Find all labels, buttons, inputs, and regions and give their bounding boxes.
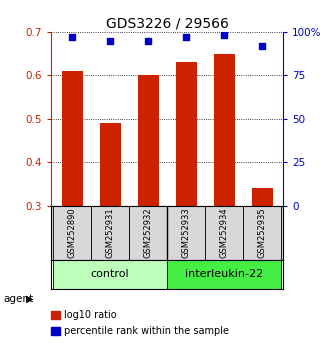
Title: GDS3226 / 29566: GDS3226 / 29566 — [106, 17, 229, 31]
Bar — [100, 123, 120, 206]
Text: control: control — [91, 269, 129, 279]
Text: log10 ratio: log10 ratio — [64, 310, 116, 320]
Bar — [205, 206, 243, 259]
Bar — [53, 259, 167, 289]
Bar — [129, 206, 167, 259]
Text: GSM252934: GSM252934 — [220, 207, 229, 258]
Bar — [167, 206, 205, 259]
Point — [183, 34, 189, 40]
Bar — [62, 71, 83, 206]
Text: GSM252890: GSM252890 — [68, 207, 77, 258]
Text: GSM252933: GSM252933 — [182, 207, 191, 258]
Bar — [214, 53, 235, 206]
Bar — [167, 259, 281, 289]
Point — [146, 38, 151, 44]
Text: interleukin-22: interleukin-22 — [185, 269, 263, 279]
Point — [108, 38, 113, 44]
Bar — [53, 206, 91, 259]
Text: ▶: ▶ — [26, 294, 33, 304]
Bar — [243, 206, 281, 259]
Text: agent: agent — [3, 294, 33, 304]
Bar — [252, 188, 272, 206]
Text: GSM252932: GSM252932 — [144, 207, 153, 258]
Text: GSM252935: GSM252935 — [258, 207, 266, 258]
Text: GSM252931: GSM252931 — [106, 207, 115, 258]
Text: percentile rank within the sample: percentile rank within the sample — [64, 326, 228, 336]
Point — [70, 34, 75, 40]
Bar — [176, 62, 197, 206]
Point — [260, 43, 265, 48]
Point — [221, 33, 227, 38]
Bar — [91, 206, 129, 259]
Bar — [138, 75, 159, 206]
